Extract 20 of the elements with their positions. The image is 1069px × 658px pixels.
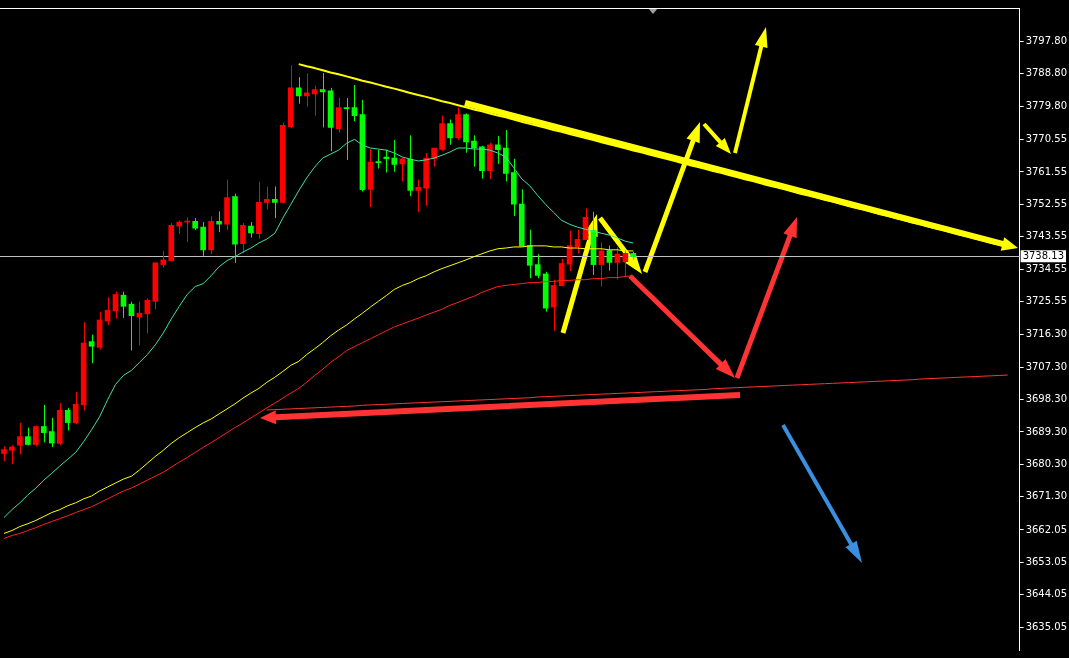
y-tick-label: 3635.05 — [1025, 620, 1068, 632]
y-tick-label: 3734.55 — [1025, 262, 1068, 274]
y-tick-label: 3797.80 — [1025, 35, 1068, 47]
y-tick-label: 3680.30 — [1025, 457, 1068, 469]
y-tick-label: 3725.55 — [1025, 295, 1068, 307]
y-tick-label: 3698.30 — [1025, 393, 1068, 405]
y-tick-label: 3707.30 — [1025, 360, 1068, 372]
y-tick-label: 3743.55 — [1025, 230, 1068, 242]
y-tick-label: 3752.55 — [1025, 197, 1068, 209]
y-tick-label: 3761.55 — [1025, 165, 1068, 177]
y-tick-label: 3689.30 — [1025, 425, 1068, 437]
y-tick-label: 3788.80 — [1025, 67, 1068, 79]
y-tick-label: 3671.30 — [1025, 490, 1068, 502]
y-tick-label: 3770.55 — [1025, 133, 1068, 145]
y-tick-label: 3653.05 — [1025, 555, 1068, 567]
y-tick-label: 3644.05 — [1025, 588, 1068, 600]
y-tick-label: 3779.80 — [1025, 99, 1068, 111]
y-tick-label: 3662.05 — [1025, 523, 1068, 535]
y-tick-label: 3716.30 — [1025, 328, 1068, 340]
ref-line-label: 3738.13 — [1022, 249, 1065, 261]
